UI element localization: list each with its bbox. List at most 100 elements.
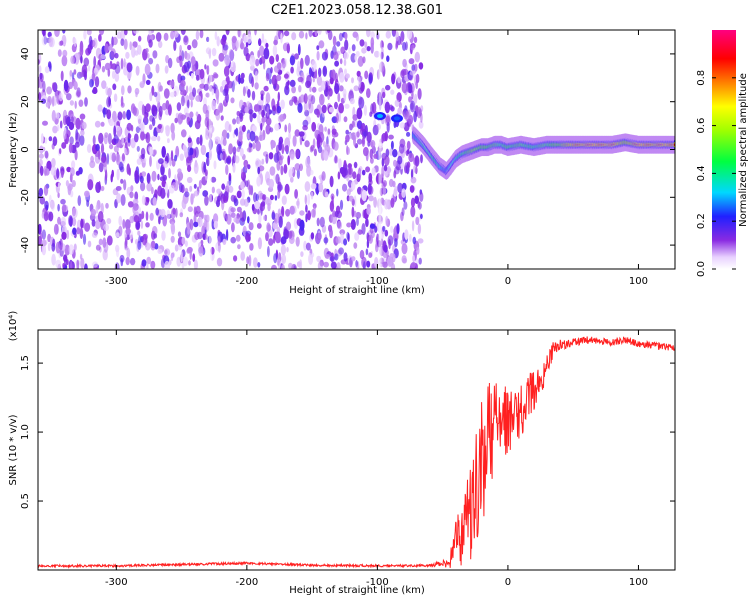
noise-speckle bbox=[346, 174, 350, 182]
y-tick-label: 20 bbox=[20, 95, 31, 108]
noise-speckle bbox=[216, 199, 220, 208]
noise-speckle bbox=[281, 143, 285, 155]
noise-speckle bbox=[186, 116, 191, 126]
noise-speckle bbox=[181, 237, 186, 245]
noise-speckle bbox=[126, 163, 131, 175]
noise-speckle bbox=[188, 260, 191, 266]
noise-speckle bbox=[254, 82, 259, 90]
noise-speckle bbox=[79, 71, 85, 78]
noise-speckle bbox=[274, 195, 278, 201]
snr-frame bbox=[37, 329, 676, 571]
noise-speckle bbox=[170, 235, 175, 243]
noise-speckle bbox=[187, 137, 192, 144]
noise-speckle bbox=[351, 180, 356, 191]
noise-speckle bbox=[200, 144, 207, 156]
noise-speckle bbox=[348, 195, 354, 202]
noise-speckle bbox=[246, 33, 252, 45]
noise-speckle bbox=[149, 155, 152, 167]
noise-speckle bbox=[83, 57, 90, 67]
noise-speckle bbox=[204, 169, 208, 177]
noise-speckle bbox=[364, 41, 368, 48]
noise-speckle bbox=[251, 90, 256, 101]
noise-speckle bbox=[222, 138, 227, 147]
noise-speckle bbox=[102, 106, 106, 118]
noise-speckle bbox=[307, 193, 311, 206]
noise-speckle bbox=[257, 262, 261, 268]
noise-speckle bbox=[228, 185, 234, 193]
noise-speckle bbox=[124, 30, 128, 36]
noise-speckle bbox=[41, 229, 47, 240]
figure-title: C2E1.2023.058.12.38.G01 bbox=[271, 3, 443, 18]
noise-speckle bbox=[141, 104, 145, 116]
noise-speckle bbox=[113, 145, 119, 153]
noise-speckle bbox=[225, 157, 231, 164]
noise-speckle bbox=[69, 70, 73, 77]
noise-speckle bbox=[241, 216, 245, 223]
noise-speckle bbox=[199, 30, 204, 39]
noise-speckle bbox=[248, 72, 253, 84]
noise-speckle bbox=[324, 191, 329, 198]
noise-speckle bbox=[89, 78, 94, 88]
noise-speckle bbox=[239, 109, 243, 120]
noise-speckle bbox=[61, 204, 67, 213]
noise-speckle bbox=[52, 136, 58, 147]
noise-speckle bbox=[362, 261, 366, 269]
colorbar-scale bbox=[712, 30, 736, 269]
noise-speckle bbox=[114, 52, 119, 59]
noise-speckle bbox=[90, 208, 97, 217]
noise-speckle bbox=[352, 114, 358, 121]
noise-speckle bbox=[167, 138, 170, 144]
noise-speckle bbox=[338, 85, 344, 92]
noise-speckle bbox=[290, 66, 294, 74]
noise-speckle bbox=[401, 82, 408, 94]
noise-speckle bbox=[281, 206, 285, 218]
noise-speckle bbox=[140, 121, 145, 132]
noise-speckle bbox=[328, 224, 333, 233]
noise-speckle bbox=[113, 134, 119, 144]
noise-speckle bbox=[169, 157, 172, 167]
noise-speckle bbox=[187, 44, 192, 51]
noise-speckle bbox=[121, 135, 124, 146]
noise-speckle bbox=[220, 37, 227, 46]
x-tick-label: -300 bbox=[105, 577, 128, 588]
noise-speckle bbox=[163, 32, 169, 41]
noise-speckle bbox=[134, 87, 140, 95]
noise-speckle bbox=[177, 112, 184, 125]
colorbar-tick-label: 0.8 bbox=[696, 70, 707, 86]
noise-speckle bbox=[344, 68, 347, 75]
noise-speckle bbox=[79, 40, 84, 53]
noise-speckle bbox=[254, 70, 259, 83]
colorbar: 0.0 0.2 0.4 0.6 0.8 Normalized spectral ampl… bbox=[696, 30, 749, 277]
noise-speckle bbox=[64, 114, 70, 125]
noise-speckle bbox=[263, 47, 270, 60]
noise-streak bbox=[378, 30, 382, 269]
noise-speckle bbox=[120, 257, 124, 267]
noise-speckle bbox=[257, 50, 261, 59]
noise-speckle bbox=[183, 61, 190, 73]
noise-speckle bbox=[106, 96, 111, 108]
noise-speckle bbox=[119, 166, 125, 173]
noise-speckle bbox=[417, 238, 424, 244]
noise-speckle bbox=[328, 106, 334, 113]
noise-speckle bbox=[134, 191, 139, 201]
noise-speckle bbox=[230, 97, 235, 104]
noise-speckle bbox=[57, 216, 61, 225]
noise-speckle bbox=[237, 30, 241, 38]
noise-speckle bbox=[369, 223, 376, 229]
noise-speckle bbox=[366, 46, 371, 52]
noise-speckle bbox=[177, 244, 182, 251]
noise-speckle bbox=[177, 176, 181, 185]
noise-speckle bbox=[299, 163, 303, 172]
noise-speckle bbox=[345, 73, 350, 79]
noise-speckle bbox=[134, 50, 139, 56]
noise-speckle bbox=[411, 90, 414, 100]
noise-speckle bbox=[268, 178, 275, 189]
noise-speckle bbox=[228, 143, 234, 155]
noise-speckle bbox=[251, 203, 255, 212]
noise-speckle bbox=[384, 170, 388, 177]
noise-speckle bbox=[39, 196, 46, 205]
noise-speckle bbox=[281, 195, 287, 205]
snr-y-label: SNR (10 * v/v) bbox=[8, 414, 19, 485]
noise-speckle bbox=[161, 146, 166, 158]
noise-speckle bbox=[112, 83, 117, 91]
